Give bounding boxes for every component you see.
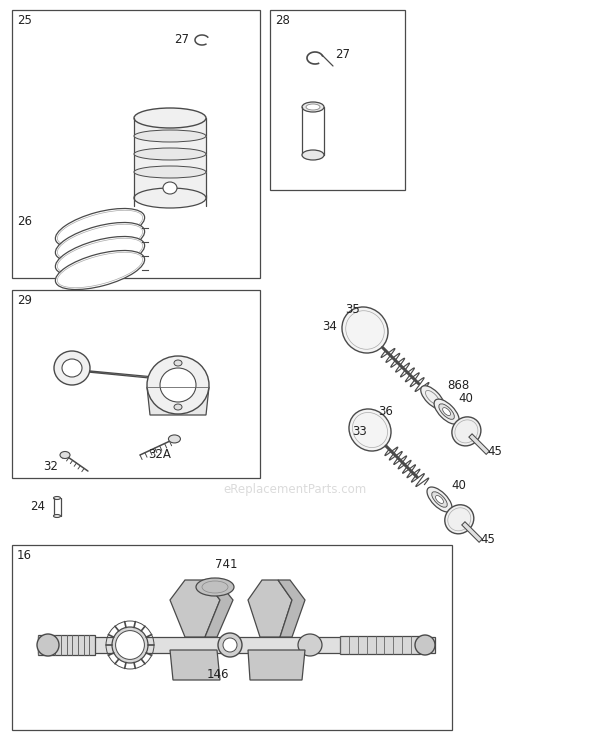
Text: 33: 33 bbox=[352, 425, 367, 438]
Ellipse shape bbox=[112, 627, 148, 663]
Ellipse shape bbox=[54, 351, 90, 385]
Ellipse shape bbox=[147, 356, 209, 414]
Bar bbox=[38, 637, 435, 653]
Text: 29: 29 bbox=[17, 294, 32, 307]
Ellipse shape bbox=[134, 148, 206, 160]
Ellipse shape bbox=[54, 496, 61, 499]
Ellipse shape bbox=[60, 452, 70, 458]
Bar bbox=[38, 635, 95, 655]
Ellipse shape bbox=[55, 209, 145, 247]
Ellipse shape bbox=[306, 104, 320, 110]
Text: 25: 25 bbox=[17, 14, 32, 27]
Text: 868: 868 bbox=[447, 380, 470, 392]
Ellipse shape bbox=[432, 492, 447, 507]
Text: 34: 34 bbox=[322, 320, 337, 333]
Ellipse shape bbox=[435, 496, 444, 504]
Ellipse shape bbox=[174, 360, 182, 366]
Ellipse shape bbox=[160, 368, 196, 402]
Text: 26: 26 bbox=[17, 215, 32, 228]
Ellipse shape bbox=[445, 504, 474, 533]
Ellipse shape bbox=[302, 150, 324, 160]
Polygon shape bbox=[170, 650, 220, 680]
Bar bbox=[134, 118, 206, 198]
Polygon shape bbox=[147, 387, 209, 415]
Ellipse shape bbox=[134, 188, 206, 208]
Bar bbox=[12, 290, 260, 478]
Ellipse shape bbox=[218, 633, 242, 657]
Ellipse shape bbox=[342, 307, 388, 353]
Polygon shape bbox=[205, 580, 233, 637]
Ellipse shape bbox=[55, 222, 145, 262]
Ellipse shape bbox=[298, 634, 322, 656]
Text: 146: 146 bbox=[207, 668, 230, 681]
Text: 40: 40 bbox=[451, 479, 466, 493]
Ellipse shape bbox=[421, 386, 444, 409]
Ellipse shape bbox=[62, 359, 82, 377]
Text: 45: 45 bbox=[480, 533, 496, 545]
Text: 741: 741 bbox=[215, 558, 238, 571]
Ellipse shape bbox=[349, 409, 391, 451]
Ellipse shape bbox=[415, 635, 435, 655]
Ellipse shape bbox=[168, 435, 181, 443]
Ellipse shape bbox=[55, 250, 145, 290]
Text: 32A: 32A bbox=[148, 448, 171, 461]
Ellipse shape bbox=[427, 487, 452, 512]
Ellipse shape bbox=[196, 578, 234, 596]
Text: 16: 16 bbox=[17, 549, 32, 562]
Ellipse shape bbox=[37, 634, 59, 656]
Ellipse shape bbox=[134, 166, 206, 178]
Text: 32: 32 bbox=[43, 460, 58, 473]
Ellipse shape bbox=[55, 236, 145, 276]
Text: 28: 28 bbox=[275, 14, 290, 27]
Text: 45: 45 bbox=[487, 444, 503, 458]
Polygon shape bbox=[248, 580, 292, 637]
Ellipse shape bbox=[434, 399, 459, 424]
Ellipse shape bbox=[442, 408, 451, 415]
Ellipse shape bbox=[439, 404, 454, 419]
Text: 35: 35 bbox=[345, 303, 360, 316]
Text: eReplacementParts.com: eReplacementParts.com bbox=[224, 484, 366, 496]
Polygon shape bbox=[67, 370, 186, 380]
Bar bbox=[340, 636, 420, 654]
Ellipse shape bbox=[223, 638, 237, 652]
Polygon shape bbox=[170, 580, 220, 637]
Ellipse shape bbox=[163, 182, 177, 194]
Ellipse shape bbox=[134, 108, 206, 128]
Bar bbox=[270, 10, 405, 190]
Text: 24: 24 bbox=[30, 500, 45, 513]
Text: 27: 27 bbox=[174, 33, 189, 46]
Ellipse shape bbox=[452, 417, 481, 446]
Text: 40: 40 bbox=[458, 392, 473, 405]
Polygon shape bbox=[278, 580, 305, 637]
Ellipse shape bbox=[302, 102, 324, 112]
Bar bbox=[12, 10, 260, 278]
Text: 36: 36 bbox=[378, 405, 393, 418]
Polygon shape bbox=[248, 650, 305, 680]
Ellipse shape bbox=[134, 130, 206, 142]
Text: 27: 27 bbox=[335, 48, 350, 61]
Ellipse shape bbox=[54, 514, 61, 518]
Ellipse shape bbox=[116, 631, 145, 659]
Bar bbox=[12, 545, 452, 730]
Ellipse shape bbox=[174, 404, 182, 410]
